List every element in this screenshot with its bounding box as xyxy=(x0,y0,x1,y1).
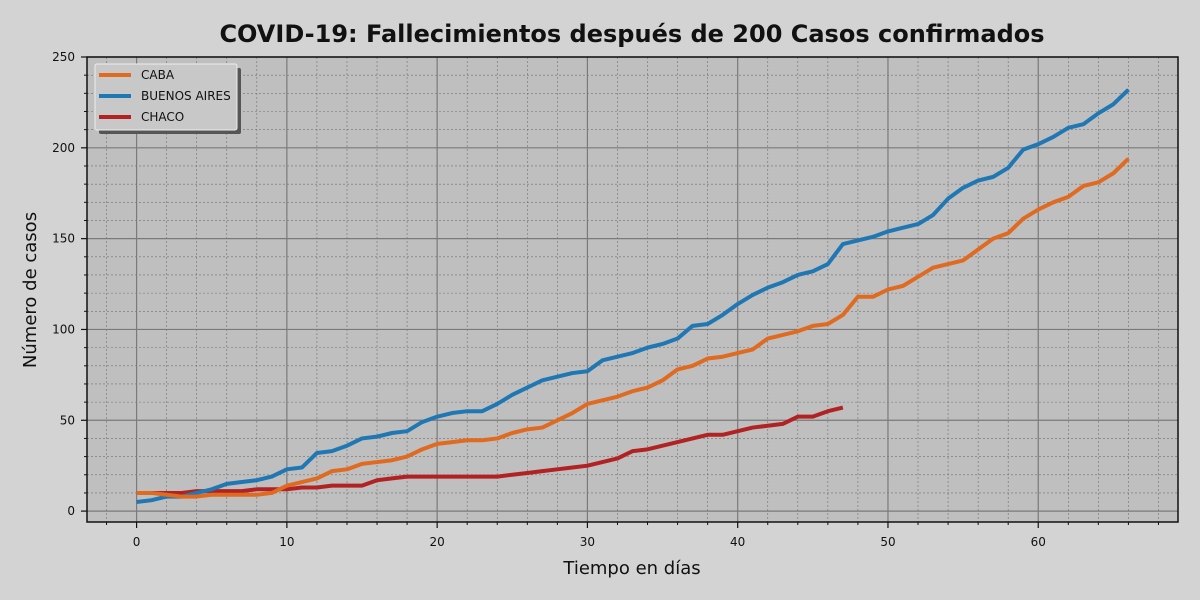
y-axis: 0 50 100 150 200 250 xyxy=(52,50,87,518)
legend: CABA BUENOS AIRES CHACO xyxy=(94,63,241,134)
series-line-buenos-aires xyxy=(136,88,1130,505)
major-grid xyxy=(87,56,1178,522)
series-line-caba xyxy=(136,157,1130,499)
x-axis-label: Tiempo en días xyxy=(562,558,700,579)
y-tick-label: 200 xyxy=(52,141,75,155)
x-tick-label: 30 xyxy=(580,535,595,549)
series-layer xyxy=(136,88,1130,505)
x-tick-label: 20 xyxy=(430,535,445,549)
y-tick-label: 150 xyxy=(52,232,75,246)
legend-label-chaco: CHACO xyxy=(141,110,184,124)
y-tick-label: 50 xyxy=(60,413,75,427)
x-tick-label: 40 xyxy=(730,535,745,549)
legend-label-buenos-aires: BUENOS AIRES xyxy=(141,89,231,103)
x-axis: 0 10 20 30 40 50 60 xyxy=(106,522,1159,549)
legend-label-caba: CABA xyxy=(141,68,175,82)
y-axis-label: Número de casos xyxy=(20,212,41,368)
x-tick-label: 10 xyxy=(279,535,294,549)
plot-frame xyxy=(86,56,1179,523)
x-tick-label: 60 xyxy=(1031,535,1046,549)
y-tick-label: 100 xyxy=(52,322,75,336)
y-tick-label: 0 xyxy=(67,504,75,518)
x-tick-label: 0 xyxy=(133,535,141,549)
minor-grid xyxy=(87,57,1178,522)
legend-box xyxy=(94,63,238,131)
y-tick-label: 250 xyxy=(52,50,75,64)
x-tick-label: 50 xyxy=(880,535,895,549)
plot-area xyxy=(87,57,1178,522)
series-line-chaco xyxy=(136,405,844,495)
chart-title: COVID-19: Fallecimientos después de 200 … xyxy=(219,20,1044,48)
